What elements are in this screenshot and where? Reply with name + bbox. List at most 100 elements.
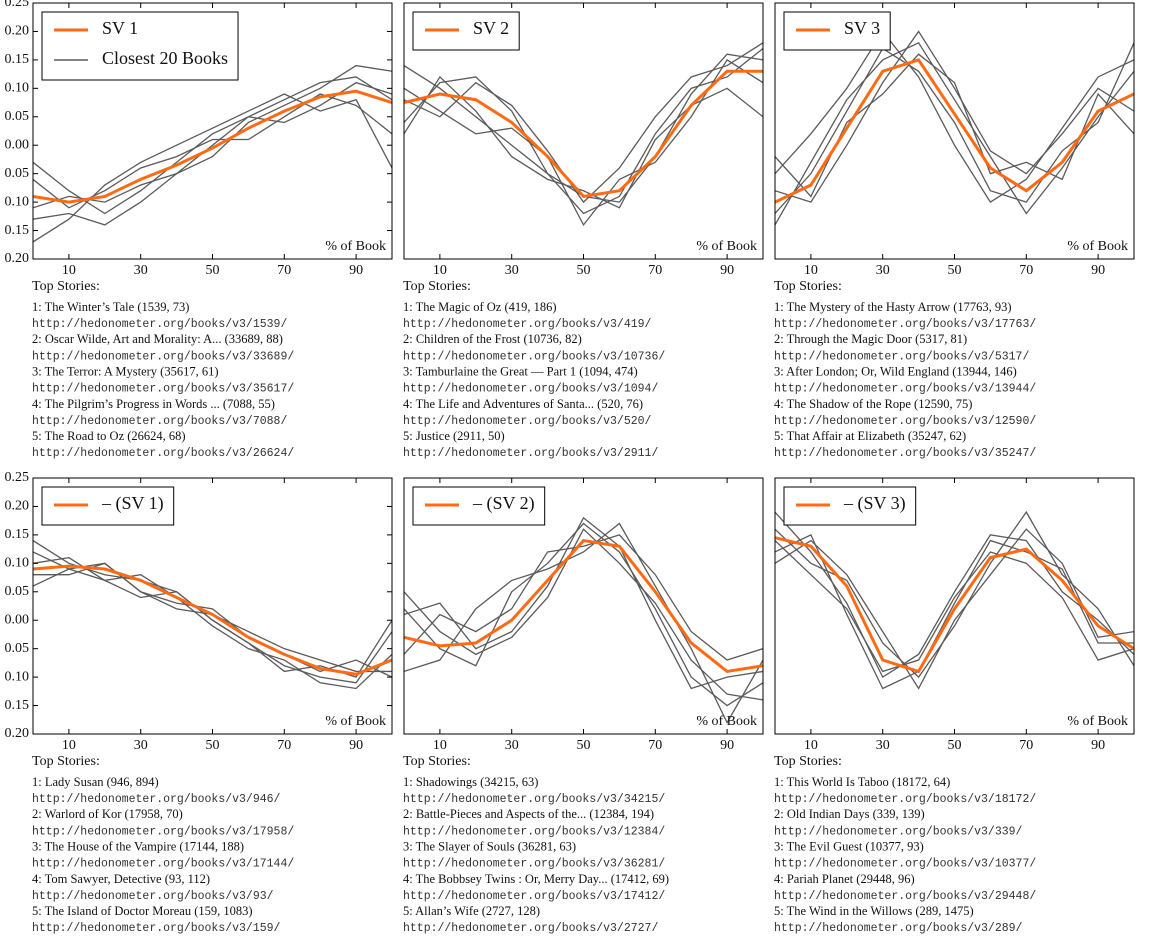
story-url: http://hedonometer.org/books/v3/289/ — [774, 922, 1023, 935]
story-title: 4: Tom Sawyer, Detective (93, 112) — [32, 872, 210, 886]
story-title: 1: The Winter’s Tale (1539, 73) — [32, 300, 189, 314]
legend-box — [41, 11, 239, 81]
x-tick-label: 90 — [349, 738, 363, 753]
sv-line — [404, 69, 763, 199]
annotation: % of Book — [696, 239, 757, 254]
x-tick-label: 10 — [433, 738, 447, 753]
story-url: http://hedonometer.org/books/v3/1094/ — [403, 383, 658, 396]
annotation: % of Book — [325, 239, 386, 254]
panel: 10 30 50 70 90 % of Book SV 2 Top Stories: 1: Th… — [403, 2, 764, 460]
story-url: http://hedonometer.org/books/v3/339/ — [774, 825, 1023, 838]
story-title: 4: The Pilgrim’s Progress in Words ... (… — [32, 397, 275, 411]
y-tick-label: 0.25 — [5, 0, 30, 10]
x-tick-label: 50 — [577, 738, 591, 753]
story-url: http://hedonometer.org/books/v3/13944/ — [774, 383, 1036, 396]
story-url: http://hedonometer.org/books/v3/946/ — [32, 793, 281, 806]
x-tick-label: 50 — [948, 263, 962, 278]
story-url: http://hedonometer.org/books/v3/18172/ — [774, 793, 1036, 806]
legend-text: – (SV 2) — [472, 493, 535, 514]
story-title: 2: Oscar Wilde, Art and Morality: A... (… — [32, 332, 283, 346]
story-url: http://hedonometer.org/books/v3/2911/ — [403, 447, 658, 460]
story-title: 4: The Life and Adventures of Santa... (… — [403, 397, 643, 411]
legend-box — [412, 486, 546, 526]
legend-text: Closest 20 Books — [102, 48, 228, 68]
x-tick-label: 90 — [1091, 738, 1105, 753]
y-tick-label: 0.10 — [5, 669, 30, 684]
y-tick-label: 0.05 — [5, 109, 30, 124]
book-line — [404, 534, 763, 661]
book-line — [404, 528, 763, 701]
y-tick-label: 0.10 — [5, 194, 30, 209]
book-line — [775, 42, 1134, 214]
story-url: http://hedonometer.org/books/v3/17958/ — [32, 825, 294, 838]
story-title: 5: Justice (2911, 50) — [403, 429, 505, 443]
legend-text: – (SV 3) — [843, 493, 906, 514]
plot-area — [775, 30, 1134, 226]
y-tick-label: 0.15 — [5, 698, 30, 713]
story-url: http://hedonometer.org/books/v3/93/ — [32, 890, 274, 903]
book-line — [404, 75, 763, 209]
x-tick-label: 10 — [433, 263, 447, 278]
book-line — [33, 93, 392, 209]
story-url: http://hedonometer.org/books/v3/34215/ — [403, 793, 665, 806]
x-tick-label: 10 — [62, 738, 76, 753]
x-tick-label: 70 — [277, 738, 291, 753]
story-title: 4: The Bobbsey Twins : Or, Merry Day... … — [403, 872, 669, 886]
story-url: http://hedonometer.org/books/v3/7088/ — [32, 415, 287, 428]
x-tick-label: 30 — [505, 263, 519, 278]
y-tick-label: 0.25 — [5, 470, 30, 485]
story-url: http://hedonometer.org/books/v3/35247/ — [774, 447, 1036, 460]
story-url: http://hedonometer.org/books/v3/12590/ — [774, 415, 1036, 428]
story-url: http://hedonometer.org/books/v3/2727/ — [403, 922, 658, 935]
y-tick-label: 0.20 — [5, 24, 30, 39]
x-tick-label: 30 — [134, 738, 148, 753]
x-tick-label: 10 — [62, 263, 76, 278]
legend-text: SV 2 — [473, 18, 509, 38]
story-url: http://hedonometer.org/books/v3/5317/ — [774, 350, 1029, 363]
sv-line — [33, 89, 392, 204]
book-line — [33, 64, 392, 226]
y-tick-label: 0.15 — [5, 527, 30, 542]
plot-area — [404, 516, 763, 725]
story-url: http://hedonometer.org/books/v3/36281/ — [403, 858, 665, 871]
story-url: http://hedonometer.org/books/v3/17144/ — [32, 858, 294, 871]
book-line — [404, 58, 763, 227]
plot-area — [33, 64, 392, 243]
story-url: http://hedonometer.org/books/v3/33689/ — [32, 350, 294, 363]
top-stories-heading: Top Stories: — [774, 279, 842, 294]
y-tick-label: 0.10 — [5, 81, 30, 96]
sv-line — [775, 58, 1134, 204]
story-title: 1: Shadowings (34215, 63) — [403, 775, 538, 789]
x-tick-label: 90 — [720, 738, 734, 753]
x-tick-label: 90 — [1091, 263, 1105, 278]
panel: 10 30 50 70 90 % of Book – (SV 3) Top Stories: 1… — [774, 477, 1135, 935]
annotation: % of Book — [696, 714, 757, 729]
story-title: 4: The Shadow of the Rope (12590, 75) — [774, 397, 972, 411]
x-tick-label: 10 — [804, 263, 818, 278]
story-title: 1: The Mystery of the Hasty Arrow (17763… — [774, 300, 1012, 314]
story-title: 2: Children of the Frost (10736, 82) — [403, 332, 582, 346]
story-title: 3: The Evil Guest (10377, 93) — [774, 839, 924, 853]
panel: 10 30 50 70 90 0.20 0.15 0.10 0.05 0.00 0.05 0.10 0.… — [5, 0, 393, 460]
book-line — [404, 42, 763, 204]
plot-area — [404, 42, 763, 227]
top-stories-heading: Top Stories: — [32, 754, 100, 769]
story-title: 3: The House of the Vampire (17144, 188) — [32, 839, 244, 853]
top-stories-heading: Top Stories: — [774, 754, 842, 769]
story-title: 2: Old Indian Days (339, 139) — [774, 807, 925, 821]
y-tick-label: 0.05 — [5, 166, 30, 181]
panel: 10 30 50 70 90 0.20 0.15 0.10 0.05 0.00 0.05 0.10 0.… — [5, 470, 393, 935]
book-line — [775, 30, 1134, 203]
story-title: 1: The Magic of Oz (419, 186) — [403, 300, 557, 314]
story-url: http://hedonometer.org/books/v3/29448/ — [774, 890, 1036, 903]
x-tick-label: 10 — [804, 738, 818, 753]
story-title: 2: Battle-Pieces and Aspects of the... (… — [403, 807, 654, 821]
book-line — [775, 30, 1134, 204]
book-line — [404, 48, 763, 215]
story-title: 5: The Wind in the Willows (289, 1475) — [774, 904, 974, 918]
top-stories-heading: Top Stories: — [403, 279, 471, 294]
book-line — [33, 93, 392, 243]
panel: 10 30 50 70 90 % of Book – (SV 2) Top Stories: 1… — [403, 477, 764, 935]
